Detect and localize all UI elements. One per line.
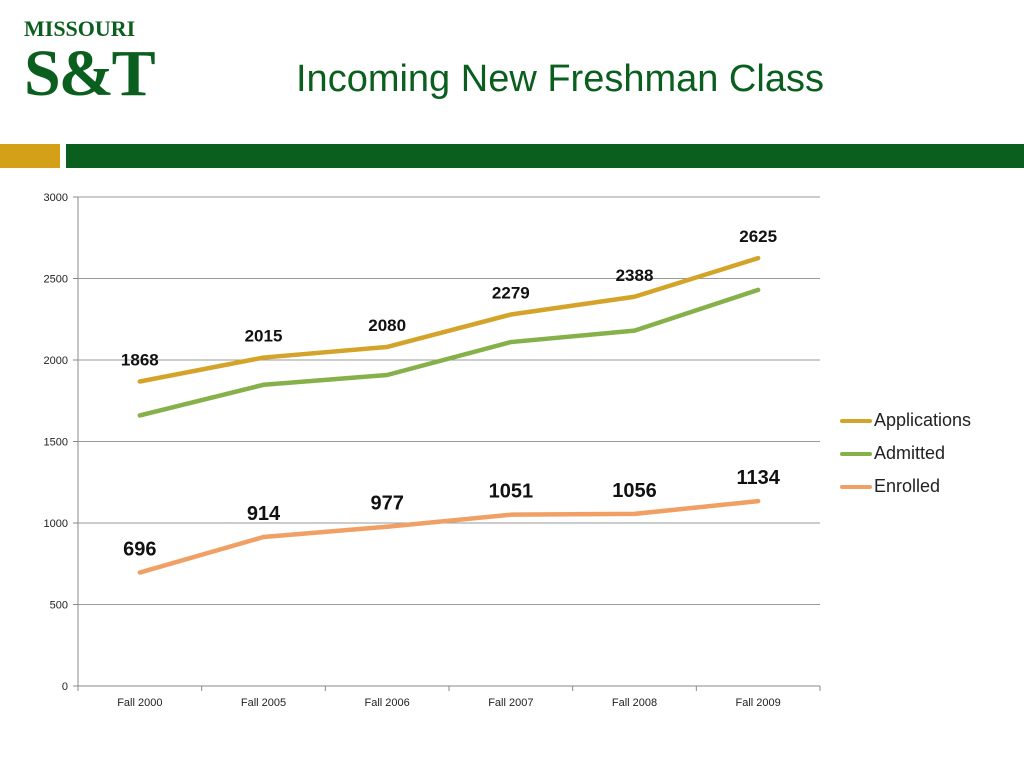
y-tick-label: 2500 bbox=[44, 274, 68, 286]
series-line-admitted bbox=[137, 287, 761, 418]
header-band-gold bbox=[0, 144, 60, 168]
x-tick-label: Fall 2007 bbox=[488, 697, 533, 709]
data-label: 696 bbox=[123, 539, 156, 561]
y-tick-label: 3000 bbox=[44, 192, 68, 204]
legend-item-enrolled: Enrolled bbox=[840, 470, 971, 503]
legend-label: Admitted bbox=[874, 443, 946, 463]
data-label: 1868 bbox=[121, 351, 159, 370]
data-label: 2080 bbox=[368, 316, 406, 335]
legend-item-admitted: Admitted bbox=[840, 437, 971, 470]
missouri-st-logo: MISSOURI S&T bbox=[24, 16, 158, 120]
data-label: 2388 bbox=[616, 266, 654, 285]
data-label: 914 bbox=[247, 503, 281, 525]
legend-label: Enrolled bbox=[874, 476, 941, 496]
y-tick-label: 1000 bbox=[44, 518, 68, 530]
data-label: 1134 bbox=[736, 467, 780, 489]
page-title: Incoming New Freshman Class bbox=[296, 58, 824, 100]
legend-swatch bbox=[840, 484, 872, 489]
y-tick-label: 1500 bbox=[44, 437, 68, 449]
y-tick-label: 0 bbox=[62, 681, 68, 693]
data-label: 2015 bbox=[245, 327, 283, 346]
header-band-green bbox=[66, 144, 1024, 168]
x-tick-label: Fall 2006 bbox=[365, 697, 410, 709]
legend-item-applications: Applications bbox=[840, 404, 971, 437]
data-label: 2279 bbox=[492, 284, 530, 303]
series-line-applications bbox=[137, 255, 761, 384]
logo-text-st: S&T bbox=[24, 37, 156, 110]
x-tick-label: Fall 2000 bbox=[117, 697, 162, 709]
chart-legend: Applications Admitted Enrolled bbox=[840, 404, 971, 503]
y-tick-label: 2000 bbox=[44, 355, 68, 367]
legend-swatch bbox=[840, 451, 872, 456]
data-label: 2625 bbox=[739, 227, 777, 246]
series-line-enrolled bbox=[137, 498, 761, 575]
x-tick-label: Fall 2009 bbox=[736, 697, 781, 709]
legend-swatch bbox=[840, 418, 872, 423]
data-label: 1056 bbox=[612, 480, 657, 502]
legend-label: Applications bbox=[874, 410, 972, 430]
data-label: 977 bbox=[370, 493, 403, 515]
x-tick-label: Fall 2005 bbox=[241, 697, 286, 709]
data-label: 1051 bbox=[489, 481, 534, 503]
x-tick-label: Fall 2008 bbox=[612, 697, 657, 709]
y-tick-label: 500 bbox=[50, 600, 68, 612]
logo-text-missouri: MISSOURI bbox=[24, 16, 136, 41]
